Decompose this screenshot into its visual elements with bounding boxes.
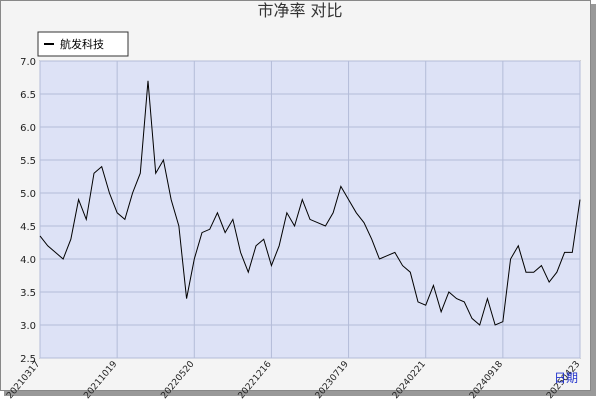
y-tick-label: 6.5 <box>20 90 36 101</box>
y-tick-label: 4.5 <box>20 222 36 233</box>
y-tick-label: 7.0 <box>20 57 36 68</box>
y-tick-label: 3.5 <box>20 288 36 299</box>
y-tick-label: 5.0 <box>20 189 36 200</box>
chart-title: 市净率 对比 <box>257 1 342 20</box>
series-line <box>39 80 581 326</box>
y-tick-label: 5.5 <box>20 156 36 167</box>
legend-label: 航发科技 <box>60 37 104 51</box>
y-tick-label: 4.0 <box>20 255 36 266</box>
y-tick-label: 6.0 <box>20 123 36 134</box>
y-tick-label: 2.5 <box>20 354 36 365</box>
plot-area <box>39 60 581 359</box>
y-tick-label: 3.0 <box>20 321 36 332</box>
x-axis-label: 日期 <box>554 371 578 385</box>
